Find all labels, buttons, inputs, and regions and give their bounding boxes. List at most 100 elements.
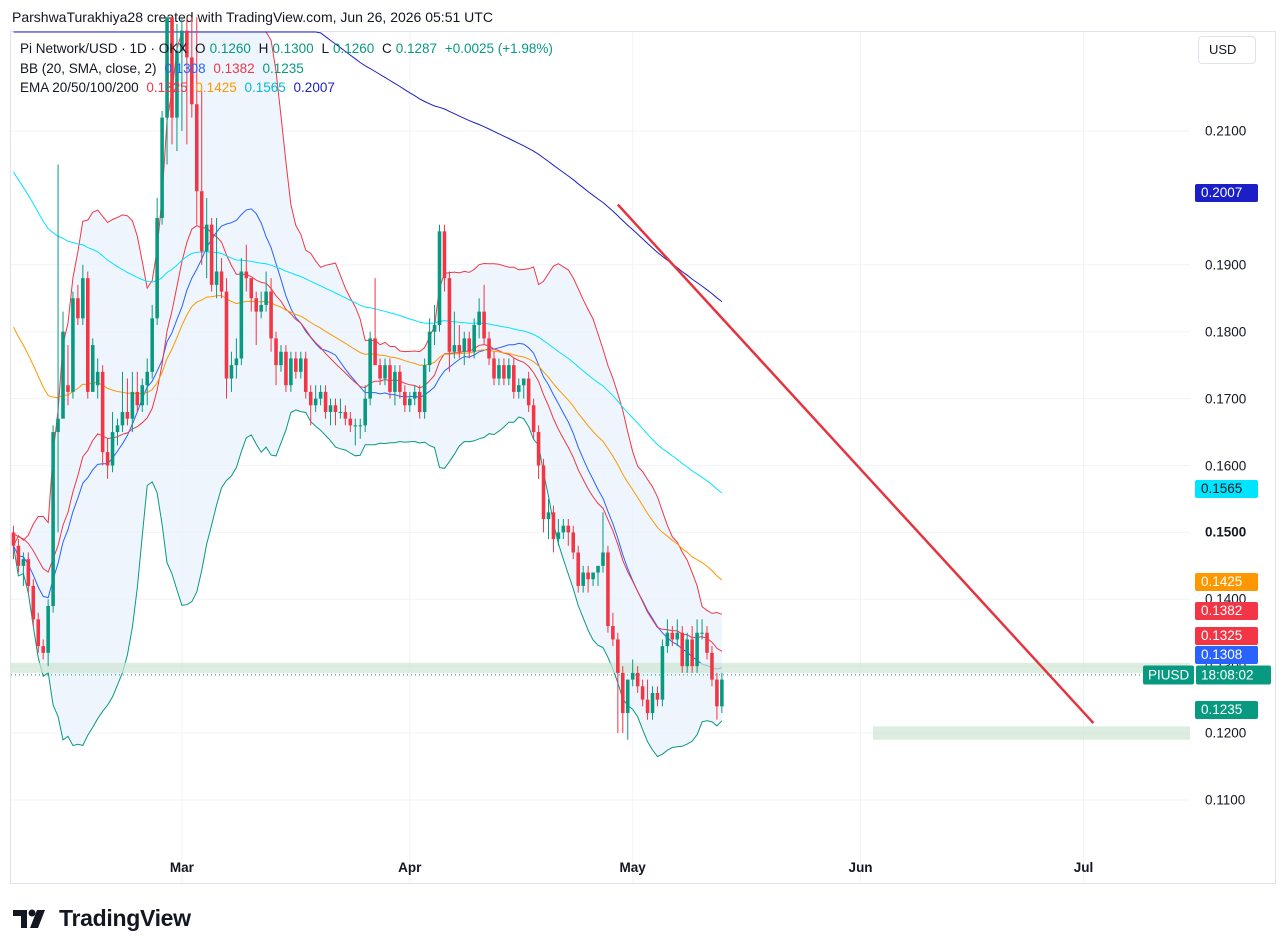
candle-body (695, 632, 699, 667)
candle-body (56, 418, 60, 433)
legend-ema100: 0.1565 (244, 80, 286, 95)
candle-body (308, 391, 313, 406)
candle-body (66, 385, 70, 392)
candle-body (239, 271, 244, 359)
price-tick-label: 0.1800 (1205, 324, 1247, 340)
candle-body (660, 646, 665, 700)
candle-body (700, 632, 704, 634)
legend-ema200: 0.2007 (293, 80, 335, 95)
candle-body (90, 345, 95, 392)
candle-body (655, 692, 660, 700)
candle-body (209, 224, 214, 285)
candle-body (422, 365, 427, 412)
candle-body (601, 552, 605, 566)
candle-body (289, 358, 293, 386)
candle-body (630, 672, 635, 680)
candle-body (531, 405, 536, 433)
candle-body (368, 338, 372, 399)
candle-body (269, 291, 273, 339)
candle-body (46, 605, 50, 653)
candle-body (120, 411, 125, 426)
candle-body (140, 385, 145, 406)
bollinger-basis-line (13, 208, 723, 670)
candle-body (561, 525, 566, 533)
symbol-price-badge: PIUSD (1143, 665, 1195, 685)
candle-body (204, 224, 209, 252)
candle-body (650, 692, 655, 714)
candle-body (155, 217, 159, 319)
candle-body (507, 365, 511, 379)
candle-body (705, 632, 709, 653)
tradingview-wordmark: TradingView (59, 905, 191, 931)
candle-body (125, 411, 130, 419)
candle-body (31, 585, 36, 620)
candle-body (71, 298, 75, 392)
time-tick-label: Apr (398, 860, 422, 875)
candle-body (591, 572, 595, 580)
candle-body (363, 398, 367, 426)
candle-body (51, 432, 55, 606)
bb-lower-price-badge: 0.1235 (1195, 701, 1258, 719)
candle-body (244, 271, 249, 279)
candle-body (214, 271, 219, 285)
bb-basis-price-badge: 0.1308 (1195, 646, 1258, 664)
candle-body (447, 278, 452, 352)
legend-bb-lower: 0.1235 (262, 61, 304, 76)
time-tick-label: Mar (169, 860, 194, 875)
candle-body (199, 191, 204, 252)
candle-body (512, 365, 516, 392)
candle-body (546, 512, 551, 520)
candle-body (16, 545, 21, 566)
candle-body (645, 699, 650, 714)
candle-body (566, 525, 571, 533)
candle-body (160, 117, 164, 218)
ema50-price-badge: 0.1425 (1195, 573, 1258, 591)
price-tick-label: 0.1100 (1205, 792, 1246, 808)
legend-symbol[interactable]: Pi Network/USD · 1D · OKX (20, 41, 188, 56)
candle-body (11, 532, 16, 546)
chart-frame[interactable] (10, 31, 1276, 884)
candle-body (41, 646, 45, 653)
candle-body (373, 338, 377, 366)
chart-credit: ParshwaTurakhiya28 created with TradingV… (12, 9, 493, 25)
legend-open: 0.1260 (209, 41, 251, 56)
candle-body (115, 425, 120, 433)
candle-body (635, 672, 640, 687)
candle-body (323, 391, 328, 412)
candle-body (467, 338, 472, 352)
candle-body (328, 405, 333, 412)
candle-body (571, 532, 576, 553)
candle-body (398, 371, 402, 392)
ema-200-line (13, 31, 723, 302)
legend-ema-label: EMA 20/50/100/200 (20, 80, 139, 95)
candle-body (61, 331, 65, 419)
candle-body (294, 358, 298, 372)
time-tick-label: May (619, 860, 646, 875)
descending-trendline (616, 203, 1095, 724)
candle-body (516, 385, 521, 392)
candle-body (502, 365, 506, 379)
candle-body (616, 639, 620, 673)
tradingview-logo[interactable]: TradingView (13, 905, 191, 932)
candle-body (442, 231, 447, 279)
candle-countdown-badge: 18:08:02 (1196, 665, 1271, 685)
candle-body (665, 632, 670, 647)
currency-selector[interactable]: USD (1198, 36, 1256, 64)
candle-body (492, 358, 496, 379)
price-tick-label: 0.1900 (1205, 257, 1247, 273)
candle-body (110, 432, 115, 466)
legend-bb-label: BB (20, SMA, close, 2) (20, 61, 157, 76)
candle-body (521, 378, 526, 386)
candle-body (190, 57, 194, 105)
legend-low: 0.1260 (332, 41, 375, 56)
legend-bollinger[interactable]: BB (20, SMA, close, 2) 0.1308 0.1382 0.1… (20, 61, 308, 76)
legend-ema[interactable]: EMA 20/50/100/200 0.1325 0.1425 0.1565 0… (20, 80, 339, 95)
candle-body (185, 30, 189, 58)
candle-body (432, 325, 437, 332)
price-tick-label: 0.1500 (1205, 524, 1247, 540)
candle-body (497, 365, 501, 379)
candle-body (100, 371, 105, 453)
candle-body (685, 639, 689, 667)
candle-body (224, 291, 229, 379)
